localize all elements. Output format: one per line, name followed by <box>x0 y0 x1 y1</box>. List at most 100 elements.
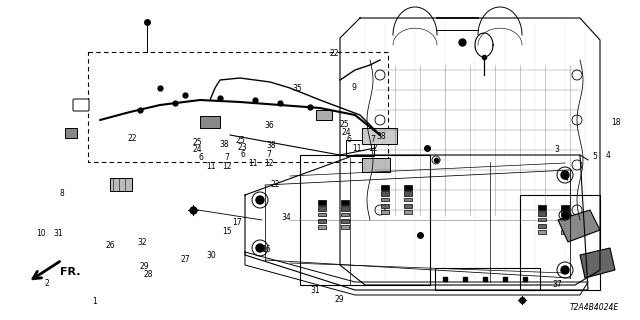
Bar <box>561 224 568 228</box>
Bar <box>538 230 545 234</box>
Bar <box>381 185 388 189</box>
Text: 12: 12 <box>264 159 273 168</box>
Circle shape <box>561 266 569 274</box>
Text: 25: 25 <box>235 136 245 145</box>
Text: T2A4B4024E: T2A4B4024E <box>570 303 620 312</box>
Bar <box>319 225 326 229</box>
Text: 32: 32 <box>137 238 147 247</box>
Text: 35: 35 <box>292 84 303 93</box>
Text: 12: 12 <box>369 144 378 153</box>
Text: 27: 27 <box>180 255 191 264</box>
Bar <box>65 128 77 138</box>
Text: 31: 31 <box>310 286 321 295</box>
Text: 24: 24 <box>192 145 202 154</box>
Bar <box>316 110 332 120</box>
Bar <box>520 195 600 290</box>
Text: 6: 6 <box>198 153 204 162</box>
Bar <box>404 197 412 201</box>
Text: 18: 18 <box>612 118 621 127</box>
Text: 29: 29 <box>139 262 149 271</box>
Text: 12: 12 <box>223 162 232 171</box>
Text: 38: 38 <box>376 132 387 141</box>
Text: 31: 31 <box>53 229 63 238</box>
Text: 6: 6 <box>241 150 246 159</box>
Bar <box>319 206 326 211</box>
Bar <box>341 206 349 211</box>
Text: 6: 6 <box>346 135 351 144</box>
Text: 15: 15 <box>222 228 232 236</box>
Text: 22: 22 <box>271 180 280 189</box>
Bar <box>381 191 388 196</box>
Bar <box>362 158 390 172</box>
Bar <box>404 204 412 207</box>
Circle shape <box>561 171 569 179</box>
Text: 38: 38 <box>219 140 229 149</box>
Text: 25: 25 <box>339 120 349 129</box>
Bar <box>341 200 349 204</box>
Text: 3: 3 <box>554 145 559 154</box>
Bar <box>381 210 388 214</box>
Text: 22: 22 <box>127 134 136 143</box>
Text: 11: 11 <box>207 162 216 171</box>
Bar <box>381 197 388 201</box>
Text: 5: 5 <box>593 152 598 161</box>
Bar <box>435 268 540 290</box>
Polygon shape <box>580 248 615 278</box>
Text: 11: 11 <box>353 144 362 153</box>
Circle shape <box>256 244 264 252</box>
Bar <box>538 211 545 216</box>
Text: 28: 28 <box>144 270 153 279</box>
Bar <box>381 204 388 207</box>
Text: 25: 25 <box>192 138 202 147</box>
FancyBboxPatch shape <box>73 99 89 111</box>
Bar <box>561 211 568 216</box>
Text: 29: 29 <box>334 295 344 304</box>
Text: 1: 1 <box>92 297 97 306</box>
Text: 30: 30 <box>206 252 216 260</box>
Text: 34: 34 <box>282 213 292 222</box>
Bar <box>346 140 374 156</box>
Bar <box>88 52 388 162</box>
Bar <box>341 219 349 222</box>
Text: 16: 16 <box>260 245 271 254</box>
Bar <box>319 200 326 204</box>
Text: 4: 4 <box>605 151 611 160</box>
Bar <box>300 155 430 285</box>
Text: 7: 7 <box>266 150 271 159</box>
Bar <box>538 205 545 210</box>
Text: 2: 2 <box>45 279 50 288</box>
Bar <box>362 128 397 144</box>
Text: 38: 38 <box>266 141 276 150</box>
Text: 7: 7 <box>370 135 375 144</box>
Text: 17: 17 <box>232 218 242 227</box>
Bar <box>404 210 412 214</box>
Bar <box>341 225 349 229</box>
Text: 4: 4 <box>564 174 569 183</box>
Text: 7: 7 <box>225 153 230 162</box>
Text: 37: 37 <box>552 280 562 289</box>
Text: FR.: FR. <box>60 267 81 277</box>
Polygon shape <box>558 210 600 242</box>
Text: 8: 8 <box>60 189 65 198</box>
Bar <box>561 218 568 221</box>
Text: 36: 36 <box>264 121 275 130</box>
Bar <box>200 116 220 128</box>
Bar <box>561 230 568 234</box>
Bar <box>319 212 326 216</box>
Text: 10: 10 <box>36 229 46 238</box>
Bar <box>404 185 412 189</box>
Text: 9: 9 <box>351 83 356 92</box>
Bar <box>561 205 568 210</box>
Text: 24: 24 <box>341 128 351 137</box>
Circle shape <box>256 196 264 204</box>
Bar <box>341 212 349 216</box>
Bar <box>538 218 545 221</box>
Text: 11: 11 <box>248 159 257 168</box>
Bar <box>404 191 412 196</box>
Text: 22: 22 <box>330 49 339 58</box>
Bar <box>319 219 326 222</box>
Text: 26: 26 <box>106 241 116 250</box>
Bar <box>538 224 545 228</box>
Bar <box>110 178 132 191</box>
Text: 23: 23 <box>237 143 247 152</box>
